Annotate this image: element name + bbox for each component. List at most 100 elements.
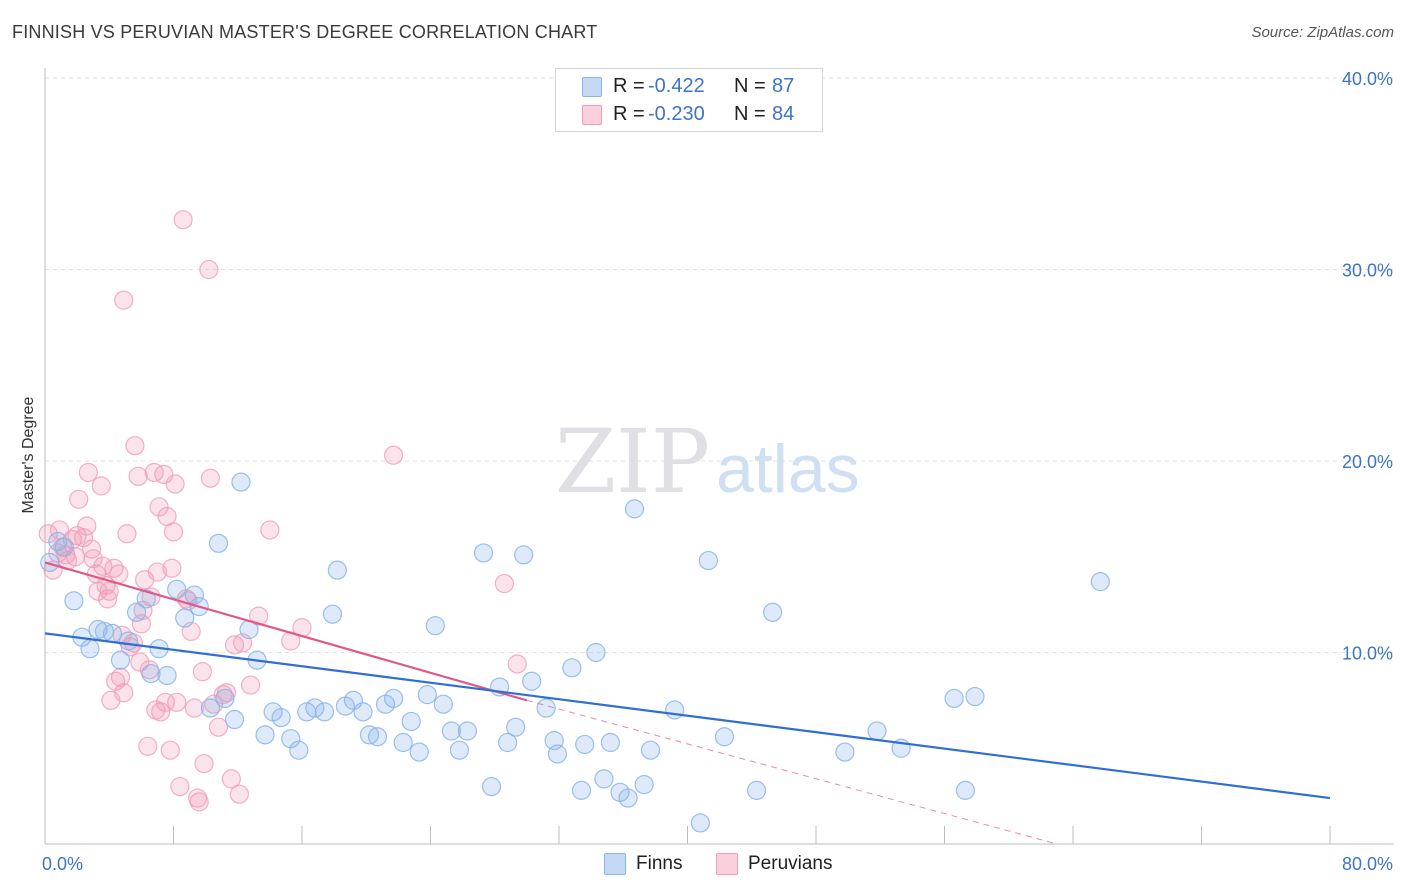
finns-point: [714, 727, 735, 747]
finns-point: [80, 639, 100, 659]
peruvians-point: [69, 489, 89, 509]
finns-point: [433, 694, 453, 714]
peruvians-point: [144, 462, 164, 483]
finns-point: [944, 688, 964, 709]
peruvians-point: [162, 558, 182, 578]
peruvians-point: [117, 524, 137, 544]
y-tick-label: 40.0%: [1342, 69, 1393, 89]
peruvians-point: [224, 635, 245, 655]
peruvians-point: [81, 539, 102, 559]
r-label: R =: [613, 103, 645, 125]
finns-point: [965, 686, 985, 707]
peruvians-point: [138, 736, 158, 756]
finns-point: [184, 585, 204, 605]
peruvians-point: [110, 667, 131, 687]
finns-point: [40, 552, 60, 573]
x-tick-label: 0.0%: [42, 854, 83, 874]
peruvians-point: [192, 662, 213, 682]
finns-point: [835, 742, 855, 762]
finns-point: [449, 740, 470, 760]
finns-point: [600, 732, 621, 753]
peruvians-point: [91, 476, 111, 496]
peruvians-point: [155, 692, 176, 712]
finns-legend-label: Finns: [636, 853, 683, 874]
n-value: 84: [772, 103, 795, 125]
finns-point: [481, 776, 502, 797]
finns-point: [255, 725, 275, 745]
finns-point: [522, 671, 542, 691]
peruvians-point: [125, 436, 145, 456]
finns-point: [514, 545, 534, 565]
peruvians-point: [184, 698, 204, 718]
peruvians-point: [114, 290, 134, 310]
peruvians-point: [128, 466, 148, 486]
y-tick-label: 10.0%: [1342, 644, 1393, 664]
peruvians-point: [241, 675, 261, 695]
finns-point: [110, 650, 131, 670]
finns-point: [665, 700, 685, 720]
finns-point: [289, 740, 309, 760]
finns-trend-line: [44, 632, 1331, 800]
peruvians-point: [160, 740, 180, 760]
finns-point: [506, 717, 526, 737]
finns-point: [224, 709, 245, 730]
peruvians-point: [130, 652, 150, 672]
finns-point: [175, 608, 195, 628]
finns-point: [867, 721, 887, 741]
peruvians-point: [249, 606, 269, 626]
finns-point: [457, 721, 478, 741]
finns-point: [409, 742, 429, 762]
y-axis-label: Master's Degree: [20, 396, 37, 513]
r-value: -0.230: [648, 103, 705, 125]
x-tick-labels: 0.0% 80.0%: [42, 854, 1393, 874]
finns-point: [425, 616, 445, 636]
finns-point: [634, 775, 654, 795]
finns-point: [314, 702, 335, 722]
peruvians-point: [194, 753, 214, 774]
finns-point: [401, 711, 421, 732]
peruvians-point: [149, 497, 169, 517]
finns-point: [536, 698, 556, 718]
peruvians-point: [229, 784, 249, 804]
finns-point: [441, 721, 461, 741]
chart-title: FINNISH VS PERUVIAN MASTER'S DEGREE CORR…: [12, 22, 598, 42]
peruvians-point: [507, 654, 527, 674]
finns-point: [562, 658, 582, 678]
trend-lines: [44, 561, 1331, 845]
finns-point: [690, 813, 710, 833]
peruvians-points: [38, 210, 527, 812]
n-value: 87: [772, 75, 795, 97]
peruvians-point: [173, 210, 193, 230]
finns-point: [547, 744, 567, 764]
peruvians-point: [83, 549, 103, 569]
finns-point: [571, 780, 592, 800]
axes: [44, 68, 1394, 845]
y-tick-label: 20.0%: [1342, 452, 1393, 472]
x-tick-label: 80.0%: [1342, 854, 1393, 874]
finns-point: [157, 665, 177, 686]
finns-point: [231, 472, 251, 492]
peruvians-point: [200, 468, 221, 488]
finns-point: [393, 732, 413, 753]
finns-point: [763, 602, 783, 622]
finns-point: [383, 688, 404, 709]
legend-stats: R = -0.422 N = 87 R = -0.230 N = 84: [555, 68, 823, 132]
y-tick-label: 30.0%: [1342, 261, 1393, 281]
legend-series: Finns Peruvians: [0, 852, 1406, 878]
watermark-atlas: atlas: [716, 431, 860, 507]
finns-point: [575, 734, 595, 755]
finns-legend-swatch: [604, 853, 626, 875]
finns-point: [322, 604, 343, 624]
finns-point: [594, 769, 614, 789]
finns-point: [167, 579, 187, 599]
finns-point: [126, 602, 147, 622]
peruvians-point: [151, 702, 171, 722]
finns-point: [618, 788, 638, 808]
finns-point: [498, 732, 518, 753]
peruvians-point: [199, 259, 219, 280]
source-note: Source: ZipAtlas.com: [1251, 24, 1394, 41]
peruvians-point: [38, 524, 58, 544]
finns-point: [640, 740, 661, 760]
legend-stats-row-finns: R = -0.422 N = 87: [556, 73, 822, 101]
